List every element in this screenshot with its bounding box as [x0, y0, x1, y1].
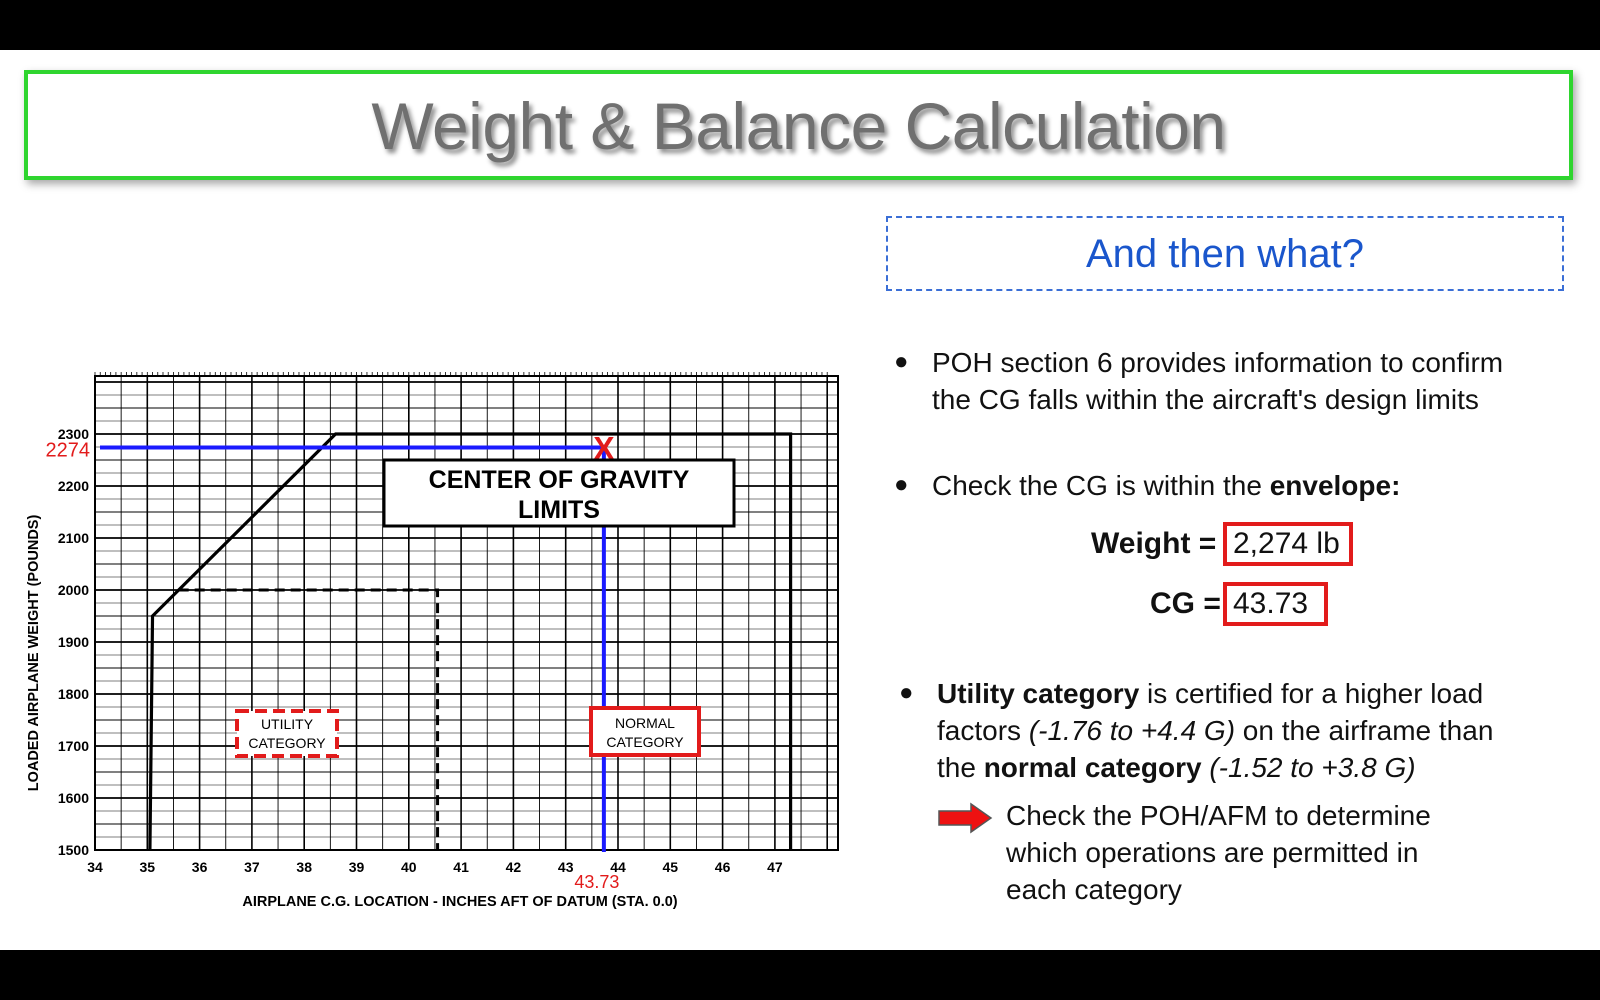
utility-category-box	[235, 709, 339, 758]
bullet-dot-3: ●	[899, 679, 914, 706]
normal-label-line-1: NORMAL	[615, 715, 675, 731]
arrow-line-1: Check the POH/AFM to determine	[1006, 800, 1431, 831]
chart-title-line-1: CENTER OF GRAVITY	[429, 466, 690, 494]
bullet-3-line-1: Utility category is certified for a high…	[937, 675, 1483, 712]
bullet-2-text: Check the CG is within the	[932, 470, 1270, 501]
title-box: Weight & Balance Calculation	[24, 70, 1573, 180]
y-tick-label: 2200	[58, 478, 89, 494]
bullet-3-text-3: on the airframe than	[1235, 715, 1494, 746]
y-tick-label: 2100	[58, 530, 89, 546]
x-tick-label: 34	[87, 859, 103, 875]
weight-label: Weight =	[1091, 527, 1217, 560]
bullet-3-bold-1: Utility category	[937, 678, 1140, 709]
cg-marker-value: 43.73	[574, 872, 619, 892]
slide: Weight & Balance Calculation And then wh…	[0, 50, 1600, 950]
chart-title-box	[382, 458, 736, 528]
y-tick-label: 2300	[58, 426, 89, 442]
x-tick-label: 40	[401, 859, 417, 875]
plot-border	[94, 375, 839, 851]
bullet-3-text-2: factors	[937, 715, 1029, 746]
x-tick-label: 36	[192, 859, 208, 875]
x-tick-label: 37	[244, 859, 260, 875]
bullet-dot-2: ●	[894, 471, 909, 498]
x-tick-label: 44	[610, 859, 626, 875]
subtitle-box: And then what?	[886, 216, 1564, 291]
normal-envelope-line	[148, 432, 793, 851]
weight-marker-value: 2274	[46, 440, 91, 462]
bullet-3-text-1: is certified for a higher load	[1139, 678, 1484, 709]
y-tick-label: 1600	[58, 790, 89, 806]
chart-grid	[94, 372, 839, 851]
y-tick-label: 2000	[58, 582, 89, 598]
x-tick-label: 47	[767, 859, 783, 875]
chart-ticks: 34 35 36 37 38 39 40 41 42 43 44 45 46 47 1500 1600 1700…	[26, 426, 783, 910]
bullet-1-line-2: the CG falls within the aircraft's desig…	[932, 384, 1479, 415]
bullet-3-bold-2: normal category	[983, 752, 1202, 783]
x-tick-label: 46	[715, 859, 731, 875]
cg-point-marker: X	[593, 431, 615, 467]
cg-limits-chart: 34 35 36 37 38 39 40 41 42 43 44 45 46 47 1500 1600 1700…	[26, 372, 839, 910]
x-tick-label: 45	[663, 859, 679, 875]
normal-category-box	[589, 706, 701, 757]
x-tick-label: 43	[558, 859, 574, 875]
x-tick-label: 39	[349, 859, 365, 875]
cg-label: CG =	[1150, 587, 1221, 620]
page-title: Weight & Balance Calculation	[371, 89, 1226, 163]
weight-value-box: 2,274 lb	[1223, 522, 1353, 566]
x-tick-label: 42	[506, 859, 522, 875]
y-tick-label: 1900	[58, 634, 89, 650]
bullet-3-line-3: the normal category (-1.52 to +3.8 G)	[937, 749, 1416, 786]
x-axis-label: AIRPLANE C.G. LOCATION - INCHES AFT OF D…	[242, 894, 677, 910]
normal-label-line-2: CATEGORY	[606, 734, 684, 750]
utility-label-line-1: UTILITY	[261, 716, 314, 732]
bullet-dot-1: ●	[894, 348, 909, 375]
y-tick-label: 1700	[58, 738, 89, 754]
chart-envelope	[148, 432, 793, 851]
arrow-line-3: each category	[1006, 874, 1182, 905]
bullet-3-italic-2: (-1.52 to +3.8 G)	[1209, 752, 1416, 783]
utility-envelope-line	[178, 588, 440, 850]
bullet-3-italic-1: (-1.76 to +4.4 G)	[1028, 715, 1236, 746]
bullet-2-line: Check the CG is within the envelope:	[932, 467, 1400, 504]
chart-title-line-2: LIMITS	[518, 496, 600, 524]
y-tick-label: 1800	[58, 686, 89, 702]
bullet-3-text-4: the	[937, 752, 984, 783]
bullet-2-bold: envelope:	[1269, 470, 1401, 501]
utility-label-line-2: CATEGORY	[248, 735, 326, 751]
x-tick-label: 35	[140, 859, 156, 875]
y-axis-label: LOADED AIRPLANE WEIGHT (POUNDS)	[26, 515, 42, 792]
x-tick-label: 41	[453, 859, 469, 875]
arrow-line-2: which operations are permitted in	[1006, 837, 1419, 868]
bullet-3-line-2: factors (-1.76 to +4.4 G) on the airfram…	[937, 712, 1493, 749]
y-tick-label: 1500	[58, 842, 89, 858]
cg-value-box: 43.73	[1223, 582, 1328, 626]
bullet-1-line-1: POH section 6 provides information to co…	[932, 347, 1504, 378]
subtitle: And then what?	[1086, 232, 1364, 276]
x-tick-label: 38	[296, 859, 312, 875]
red-arrow-icon	[938, 802, 993, 834]
